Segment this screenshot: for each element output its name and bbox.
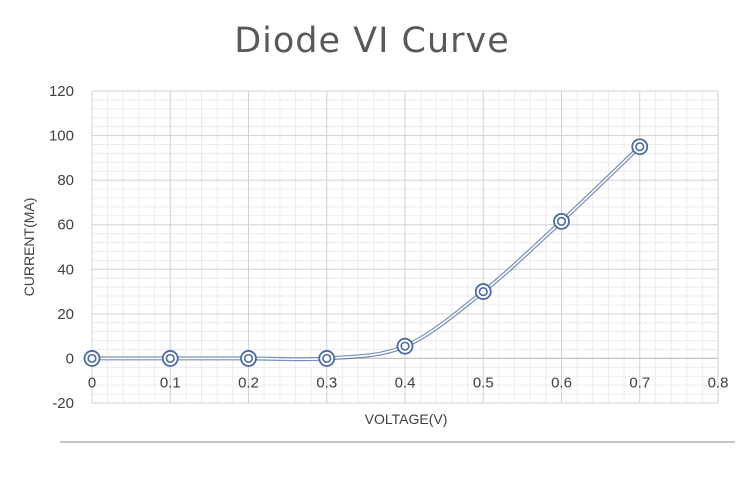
x-tick-label: 0 bbox=[88, 374, 96, 391]
x-tick-label: 0.4 bbox=[395, 374, 416, 391]
data-point-inner bbox=[166, 355, 174, 363]
y-tick-label: 0 bbox=[66, 350, 74, 367]
data-point-inner bbox=[479, 288, 487, 296]
x-tick-label: 0.2 bbox=[238, 374, 259, 391]
x-tick-label: 0.5 bbox=[473, 374, 494, 391]
y-tick-label: 100 bbox=[49, 128, 74, 145]
data-point-inner bbox=[558, 218, 566, 226]
y-tick-label: -20 bbox=[52, 395, 74, 412]
series-line-highlight bbox=[92, 147, 640, 360]
y-tick-label: 40 bbox=[57, 261, 74, 278]
x-axis-ticks: 0 0.1 0.2 0.3 0.4 0.5 0.6 0.7 0.8 bbox=[88, 374, 729, 391]
x-tick-label: 0.7 bbox=[629, 374, 650, 391]
chart-title: Diode VI Curve bbox=[234, 21, 510, 61]
y-tick-label: 60 bbox=[57, 217, 74, 234]
series-line bbox=[92, 147, 640, 360]
plot-grid bbox=[92, 91, 718, 403]
x-tick-label: 0.3 bbox=[316, 374, 337, 391]
y-tick-label: 120 bbox=[49, 83, 74, 100]
data-point-inner bbox=[88, 355, 96, 363]
x-tick-label: 0.6 bbox=[551, 374, 572, 391]
data-point-inner bbox=[245, 355, 253, 363]
y-axis-ticks: -20 0 20 40 60 80 100 120 bbox=[49, 83, 74, 412]
data-point-inner bbox=[636, 143, 644, 151]
y-tick-label: 80 bbox=[57, 172, 74, 189]
x-axis-label: VOLTAGE(V) bbox=[365, 411, 448, 427]
x-tick-label: 0.8 bbox=[708, 374, 729, 391]
data-point-inner bbox=[401, 342, 409, 350]
y-axis-label: CURRENT(MA) bbox=[21, 198, 37, 297]
x-tick-label: 0.1 bbox=[160, 374, 181, 391]
data-point-inner bbox=[323, 355, 331, 363]
y-tick-label: 20 bbox=[57, 306, 74, 323]
